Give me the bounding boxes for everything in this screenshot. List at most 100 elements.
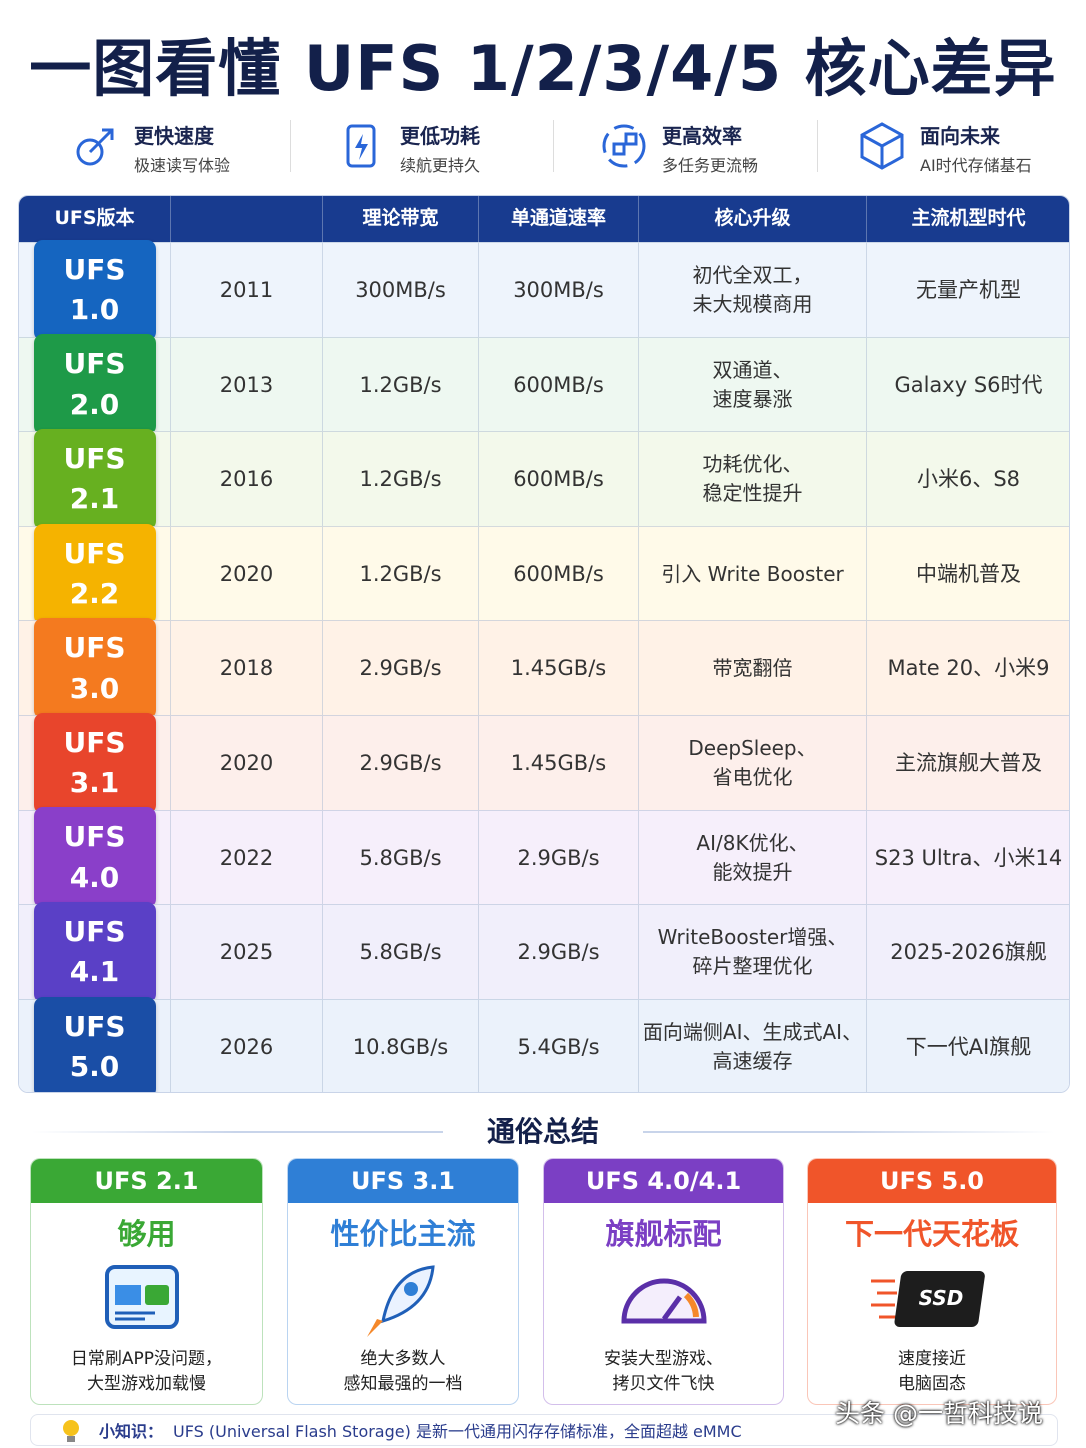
header-cell: 单通道速率 — [479, 196, 639, 242]
cell: 300MB/s — [323, 243, 479, 338]
version-badge: UFS 2.2 — [33, 523, 156, 625]
upgrade-line: 引入 Write Booster — [661, 561, 844, 586]
table-row: UFS 1.0 2011 300MB/s 300MB/s 初代全双工， 未大规模商用 无量产… — [19, 239, 1069, 341]
upgrade-line: 未大规模商用 — [692, 292, 813, 317]
card-label: 够用 — [117, 1217, 176, 1251]
upgrade-line: 面向端侧AI、生成式AI、 — [642, 1020, 863, 1045]
cell: 5.8GB/s — [323, 810, 479, 906]
header-cell: 理论带宽 — [323, 196, 479, 242]
icon — [346, 124, 376, 168]
card-version: UFS 5.0 — [808, 1159, 1056, 1203]
cell: 5.8GB/s — [323, 905, 479, 1000]
feature-title: 更高效率 — [662, 124, 742, 148]
upgrade-line: AI/8K优化、 — [696, 830, 809, 855]
tip-text: UFS (Universal Flash Storage) 是新一代通用闪存存储… — [173, 1422, 742, 1441]
card-icon: SSD — [871, 1271, 985, 1327]
version-badge: UFS 2.0 — [33, 334, 156, 436]
cell: 600MB/s — [479, 432, 639, 527]
cell: 双通道、 速度暴涨 — [639, 337, 867, 433]
cell: 2022 — [171, 810, 323, 906]
upgrade-line: WriteBooster增强、 — [657, 925, 848, 950]
cell: 1.2GB/s — [323, 526, 479, 622]
separator — [290, 120, 291, 172]
version-badge: UFS 3.1 — [33, 712, 156, 814]
cell: UFS 2.0 — [19, 334, 171, 436]
feature-subtitle: 多任务更流畅 — [662, 156, 759, 175]
tip-label: 小知识： — [99, 1422, 164, 1441]
cell: 2016 — [171, 432, 323, 527]
header-cell: 主流机型时代 — [867, 196, 1069, 242]
table-row: UFS 2.0 2013 1.2GB/s 600MB/s 双通道、 速度暴涨 Galaxy … — [19, 334, 1069, 436]
icon — [602, 124, 646, 168]
card-label: 下一代天花板 — [844, 1217, 1019, 1251]
cell: 2011 — [171, 243, 323, 338]
icon — [76, 128, 114, 166]
cell: 2020 — [171, 716, 323, 811]
cell: S23 Ultra、小米14 — [867, 811, 1069, 906]
card-version: UFS 4.0/4.1 — [544, 1159, 783, 1203]
cell: 小米6、S8 — [867, 432, 1069, 527]
table-row: UFS 4.1 2025 5.8GB/s 2.9GB/s WriteBooster增强、… — [19, 901, 1069, 1004]
upgrade-line: 速度暴涨 — [712, 386, 793, 411]
card-desc: 安装大型游戏、 拷贝文件飞快 — [544, 1347, 783, 1396]
cell: UFS 4.0 — [19, 807, 171, 909]
cell: 2025 — [171, 905, 323, 1000]
upgrade-line: 双通道、 — [712, 357, 793, 382]
card-desc-line: 感知最强的一档 — [343, 1373, 463, 1394]
table-row: UFS 3.1 2020 2.9GB/s 1.45GB/s DeepSleep、 省电优化… — [19, 712, 1069, 814]
summary-title: 通俗总结 — [443, 1110, 643, 1150]
table-row: UFS 3.0 2018 2.9GB/s 1.45GB/s 带宽翻倍 Mate 20、小米… — [19, 618, 1069, 720]
header-row: UFS版本 理论带宽 单通道速率 核心升级 主流机型时代 — [19, 196, 1069, 242]
cell: 2013 — [171, 337, 323, 433]
upgrade-line: 初代全双工， — [692, 263, 813, 288]
summary-card: UFS 3.1 性价比主流 绝大多数人 感知最强的一档 — [287, 1158, 519, 1405]
cell: UFS 2.2 — [19, 523, 171, 625]
cell: UFS 5.0 — [19, 996, 171, 1092]
cell: 300MB/s — [479, 243, 639, 338]
card-desc-line: 速度接近 — [898, 1349, 966, 1369]
cell: 2026 — [171, 999, 323, 1092]
cell: 10.8GB/s — [323, 999, 479, 1092]
feature: 更快速度 极速读写体验 — [72, 112, 337, 182]
cell: AI/8K优化、 能效提升 — [639, 810, 867, 906]
cell: 2.9GB/s — [479, 810, 639, 906]
feature-subtitle: AI时代存储基石 — [920, 156, 1032, 175]
upgrade-line: 高速缓存 — [712, 1049, 793, 1074]
cell: 2.9GB/s — [323, 621, 479, 716]
upgrade-line: 功耗优化、 — [702, 452, 803, 477]
card-desc-line: 日常刷APP没问题， — [70, 1349, 223, 1369]
version-badge: UFS 3.0 — [33, 618, 156, 720]
table: UFS版本 理论带宽 单通道速率 核心升级 主流机型时代 UFS 1.0 2011 300MB… — [18, 195, 1070, 1093]
cell: 初代全双工， 未大规模商用 — [639, 243, 867, 338]
separator — [817, 120, 818, 172]
version-badge: UFS 1.0 — [33, 239, 156, 341]
upgrade-line: 稳定性提升 — [702, 481, 803, 506]
version-badge: UFS 4.0 — [33, 807, 156, 909]
cell: UFS 4.1 — [19, 901, 171, 1004]
upgrade-line: 能效提升 — [712, 859, 793, 884]
cell: WriteBooster增强、 碎片整理优化 — [639, 905, 867, 1000]
feature-subtitle: 续航更持久 — [400, 156, 481, 175]
cell: 下一代AI旗舰 — [867, 1000, 1069, 1092]
cell: Mate 20、小米9 — [867, 621, 1069, 716]
feature: 更高效率多任务更流畅 — [600, 112, 865, 182]
header-cell — [171, 196, 323, 242]
table-row: UFS 4.0 2022 5.8GB/s 2.9GB/s AI/8K优化、 能效提升 S23… — [19, 807, 1069, 909]
cell: 1.45GB/s — [479, 716, 639, 811]
card-desc: 日常刷APP没问题， 大型游戏加载慢 — [31, 1347, 262, 1396]
cell: UFS 3.0 — [19, 618, 171, 720]
cell: 主流旗舰大普及 — [867, 716, 1069, 811]
cell: 无量产机型 — [867, 243, 1069, 338]
title: 一图看懂 UFS 1/2/3/4/5 核心差异 — [29, 32, 1057, 105]
card-label: 旗舰标配 — [605, 1217, 722, 1251]
cell: 1.45GB/s — [479, 621, 639, 716]
cell: UFS 2.1 — [19, 428, 171, 531]
tip: 小知识： UFS (Universal Flash Storage) 是新一代通用… — [30, 1414, 1058, 1446]
summary-card: UFS 5.0 下一代天花板 SSD 速度接近电脑固态 — [807, 1158, 1057, 1405]
feature: 更低功耗 续航更持久 — [338, 112, 603, 182]
card-desc-line: 电脑固态 — [898, 1373, 966, 1394]
cell: 1.2GB/s — [323, 337, 479, 433]
cell: 2018 — [171, 621, 323, 716]
